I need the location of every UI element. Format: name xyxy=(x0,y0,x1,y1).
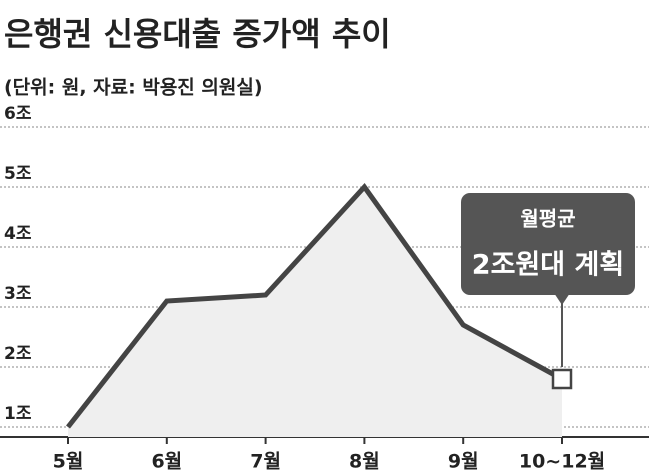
callout-box xyxy=(461,193,635,295)
x-tick-label: 10~12월 xyxy=(519,451,605,473)
x-tick-label: 7월 xyxy=(250,451,281,473)
callout-text: 월평균 xyxy=(520,207,575,231)
callout-tip xyxy=(554,293,570,305)
chart-subtitle: (단위: 원, 자료: 박용진 의원실) xyxy=(4,77,263,99)
x-tick-label: 5월 xyxy=(53,451,84,473)
y-tick-label: 4조 xyxy=(4,224,32,244)
y-tick-label: 6조 xyxy=(4,104,32,124)
x-tick-label: 8월 xyxy=(349,451,380,473)
chart-title: 은행권 신용대출 증가액 추이 xyxy=(4,15,391,53)
y-tick-label: 3조 xyxy=(4,284,32,304)
y-tick-label: 2조 xyxy=(4,344,32,364)
y-tick-label: 1조 xyxy=(4,404,32,424)
x-tick-label: 9월 xyxy=(448,451,479,473)
line xyxy=(66,183,564,429)
y-tick-label: 5조 xyxy=(4,164,32,184)
point-marker xyxy=(551,368,573,390)
callout-text: 2조원대 계획 xyxy=(472,250,624,281)
x-tick-label: 6월 xyxy=(151,451,182,473)
area xyxy=(68,187,562,437)
